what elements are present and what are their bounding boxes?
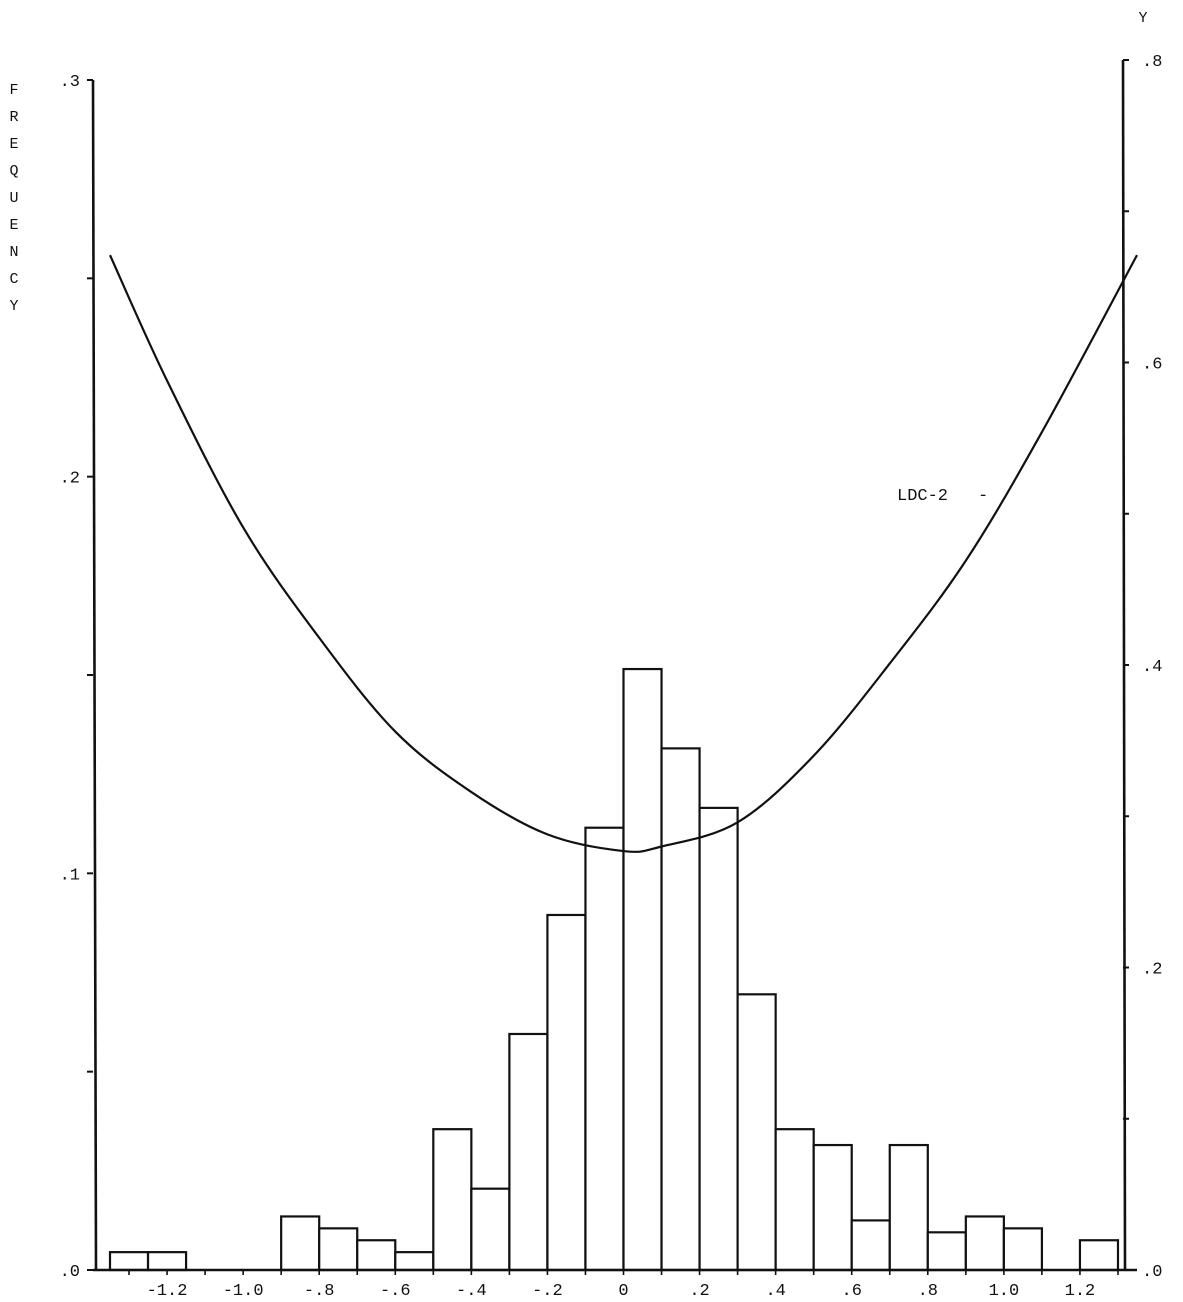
left-axis-title-letter: Y bbox=[9, 298, 18, 315]
histogram-bar bbox=[622, 667, 663, 1272]
left-axis-title-letter: R bbox=[9, 109, 18, 126]
histogram-bar bbox=[356, 1239, 397, 1272]
histogram-bar bbox=[318, 1227, 359, 1272]
axes bbox=[87, 59, 1137, 1275]
left-tick-label: .3 bbox=[60, 73, 80, 92]
left-tick-label: .0 bbox=[60, 1263, 80, 1282]
left-tick-label: .2 bbox=[60, 470, 80, 489]
left-axis-title-letter: N bbox=[9, 244, 18, 261]
right-tick-label: .2 bbox=[1142, 961, 1162, 980]
right-tick-label: .4 bbox=[1142, 658, 1162, 677]
x-tick-label: .6 bbox=[842, 1282, 862, 1301]
histogram-bars bbox=[108, 667, 1120, 1272]
left-axis-title-letter: E bbox=[9, 217, 18, 234]
right-tick-label: .8 bbox=[1142, 53, 1162, 72]
x-tick-label: -.2 bbox=[532, 1282, 563, 1301]
histogram-bar bbox=[698, 806, 739, 1272]
histogram-bar bbox=[964, 1215, 1005, 1272]
right-tick-label: .0 bbox=[1142, 1263, 1162, 1282]
tick-labels: .0.1.2.3.0.2.4.6.8-1.2 -1.0 -.8 -.6 -.4 -.2 0.… bbox=[60, 53, 1163, 1301]
x-tick-label: .8 bbox=[918, 1282, 938, 1301]
histogram-bar bbox=[774, 1128, 815, 1272]
curve-ldc-2 bbox=[108, 254, 1138, 853]
histogram-bar bbox=[736, 993, 777, 1272]
histogram-bar bbox=[432, 1128, 473, 1272]
x-tick-label: 1.2 bbox=[1065, 1282, 1096, 1301]
curve-label: LDC-2 bbox=[897, 487, 948, 506]
histogram-bar bbox=[1002, 1227, 1044, 1272]
x-tick-label: -1.0 bbox=[223, 1282, 264, 1301]
right-axis-title: Y bbox=[1138, 10, 1147, 27]
x-tick-label: 0 bbox=[618, 1282, 628, 1301]
x-tick-label: 1.0 bbox=[989, 1282, 1020, 1301]
left-axis-line bbox=[91, 79, 98, 1271]
x-tick-label: .2 bbox=[689, 1282, 709, 1301]
histogram-bar bbox=[926, 1231, 967, 1272]
x-tick-label: .4 bbox=[765, 1282, 785, 1301]
histogram-bar bbox=[584, 826, 625, 1272]
x-tick-label: -.4 bbox=[456, 1282, 487, 1301]
right-tick-label: .6 bbox=[1142, 356, 1162, 375]
histogram-bar bbox=[850, 1219, 891, 1272]
left-axis-title-letter: U bbox=[9, 190, 18, 207]
histogram-bar bbox=[546, 913, 587, 1272]
x-tick-label: -.8 bbox=[304, 1282, 335, 1301]
left-axis-title-letter: Q bbox=[9, 163, 18, 180]
histogram-bar bbox=[146, 1251, 188, 1272]
histogram-bar bbox=[280, 1215, 321, 1272]
histogram-bar bbox=[108, 1251, 150, 1272]
left-axis-title-letter: C bbox=[9, 271, 18, 288]
histogram-bar bbox=[1078, 1239, 1120, 1272]
left-axis-title-letter: E bbox=[9, 136, 18, 153]
histogram-bar bbox=[888, 1143, 929, 1272]
histogram-bar bbox=[508, 1032, 549, 1272]
left-tick-label: .1 bbox=[60, 866, 80, 885]
histogram-bar bbox=[660, 747, 701, 1272]
curve-label-leader: - bbox=[978, 487, 988, 506]
x-tick-label: -1.2 bbox=[147, 1282, 188, 1301]
histogram-bar bbox=[812, 1143, 853, 1272]
x-tick-label: -.6 bbox=[380, 1282, 411, 1301]
histogram-bar bbox=[470, 1187, 511, 1272]
left-axis-title-letter: F bbox=[9, 82, 18, 99]
histogram-bar bbox=[394, 1251, 435, 1272]
